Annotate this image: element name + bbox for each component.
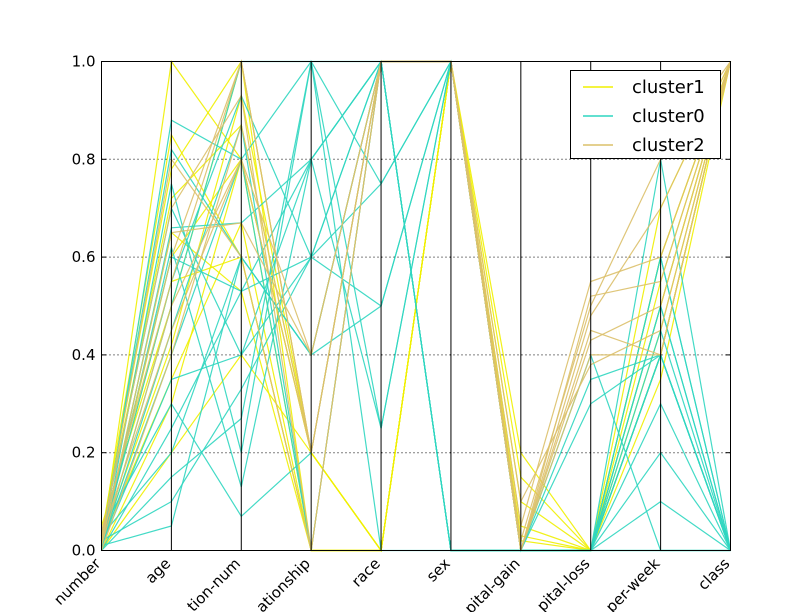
series-line-cluster0 xyxy=(101,61,732,552)
vertical-axes xyxy=(170,61,662,551)
y-tick-label: 0.8 xyxy=(72,150,96,168)
y-tick-label: 0.6 xyxy=(72,248,96,266)
y-tick-label: 0.4 xyxy=(72,346,96,364)
series-line-cluster0 xyxy=(100,61,732,552)
legend-label-cluster2: cluster2 xyxy=(632,135,705,156)
plot-area-frame xyxy=(101,61,731,551)
y-tick-label: 0.0 xyxy=(72,542,96,560)
y-axis: 0.0 0.2 0.4 0.6 0.8 1.0 xyxy=(72,53,731,560)
legend-box xyxy=(570,70,721,159)
legend-label-cluster1: cluster1 xyxy=(632,77,705,98)
series-line-cluster0 xyxy=(101,59,732,552)
legend-label-cluster0: cluster0 xyxy=(632,106,705,127)
series-line-cluster0 xyxy=(100,61,732,552)
data-lines xyxy=(100,59,732,553)
legend: cluster1 cluster0 cluster2 xyxy=(570,70,721,159)
y-tick-label: 0.2 xyxy=(72,444,96,462)
y-tick-label: 1.0 xyxy=(72,53,96,71)
